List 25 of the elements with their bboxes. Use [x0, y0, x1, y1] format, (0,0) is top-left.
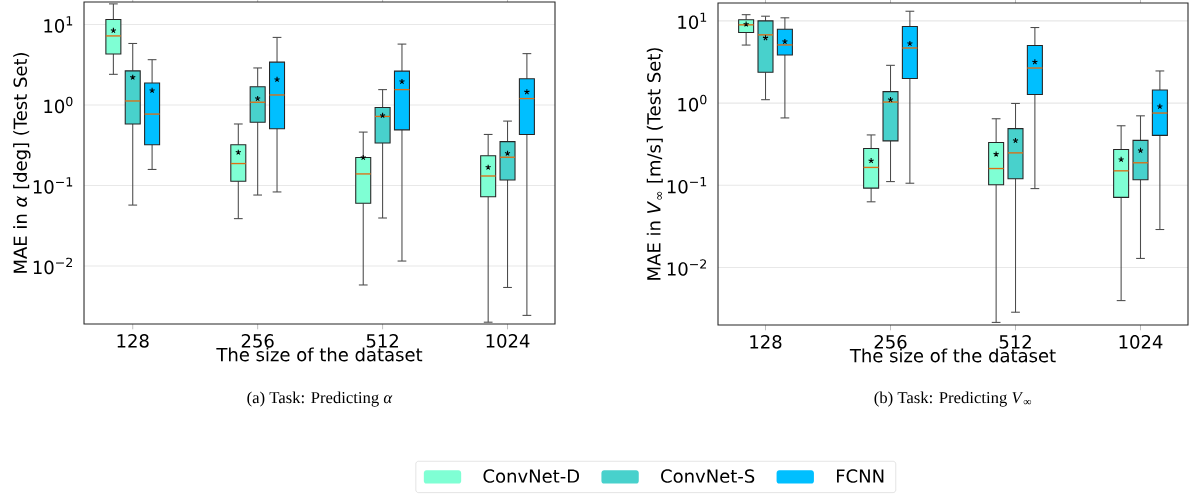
y-tick-label: 10$^{−2}$: [33, 257, 73, 275]
y-tick-label: 10$^{0}$: [44, 96, 73, 114]
y-axis-title: MAE in V$_{∞}$ [m/s] (Test Set): [646, 48, 663, 280]
x-axis-title: The size of the dataset: [216, 347, 423, 362]
x-tick-label: 1024: [486, 334, 530, 348]
legend-label: ConvNet-D: [483, 469, 580, 483]
x-tick-label: 256: [241, 334, 274, 348]
y-tick-label: 10$^{−1}$: [33, 177, 73, 194]
text: (b) Task: Predicting V$_{∞}$: [874, 391, 1032, 407]
x-tick-label: 256: [874, 335, 907, 349]
x-tick-label: 128: [750, 335, 782, 349]
legend-label: ConvNet-S: [661, 469, 755, 483]
y-tick-label: 10$^{1}$: [44, 16, 73, 33]
x-tick-label: 512: [999, 335, 1031, 349]
y-tick-label: 10$^{−2}$: [667, 259, 707, 276]
y-tick-label: 10$^{1}$: [678, 12, 707, 30]
text: (a) Task: Predicting α: [247, 391, 393, 407]
x-tick-label: 512: [366, 334, 398, 348]
y-tick-label: 10$^{0}$: [678, 94, 707, 112]
x-tick-label: 128: [117, 334, 149, 348]
x-axis-title: The size of the dataset: [849, 348, 1056, 363]
y-tick-label: 10$^{−1}$: [667, 177, 707, 194]
x-tick-label: 1024: [1119, 335, 1163, 349]
legend-label: FCNN: [837, 469, 884, 483]
y-axis-title: MAE in α [deg] (Test Set): [13, 53, 31, 273]
